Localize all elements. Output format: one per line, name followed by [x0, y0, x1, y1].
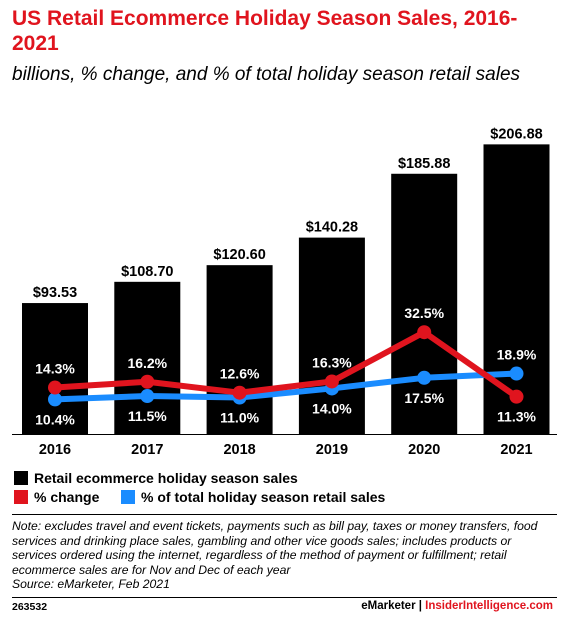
legend-label-change: % change	[34, 489, 100, 505]
share-label-2018: 11.0%	[220, 410, 259, 426]
brand-emarketer: eMarketer	[361, 600, 416, 612]
bar-2017	[114, 281, 181, 434]
chart-title: US Retail Ecommerce Holiday Season Sales…	[12, 7, 518, 55]
x-tick-label-2020: 2020	[408, 442, 440, 458]
change-label-2020: 32.5%	[404, 305, 444, 321]
bar-2020	[391, 173, 458, 434]
share-label-2017: 11.5%	[128, 408, 167, 424]
bar-2018	[206, 265, 273, 434]
legend-swatch-sales	[14, 471, 28, 485]
change-point-2020	[417, 325, 432, 340]
change-label-2018: 12.6%	[220, 366, 260, 382]
bar-label-2019: $140.28	[306, 220, 358, 236]
legend-item-share: % of total holiday season retail sales	[121, 489, 385, 505]
bar-label-2016: $93.53	[33, 285, 77, 301]
change-label-2017: 16.2%	[127, 355, 167, 371]
bar-label-2020: $185.88	[398, 156, 450, 172]
legend-item-sales: Retail ecommerce holiday season sales	[14, 470, 298, 486]
legend-swatch-share	[121, 490, 135, 504]
share-point-2017	[140, 389, 155, 404]
legend-label-share: % of total holiday season retail sales	[141, 489, 386, 505]
divider-bottom	[12, 597, 557, 598]
change-label-2019: 16.3%	[312, 354, 352, 370]
note-text: Note: excludes travel and event tickets,…	[12, 519, 538, 577]
x-tick-label-2018: 2018	[223, 442, 255, 458]
share-point-2021	[509, 366, 524, 381]
change-point-2021	[509, 389, 524, 404]
x-tick-label-2019: 2019	[316, 442, 348, 458]
bar-label-2017: $108.70	[121, 264, 173, 280]
change-label-2016: 14.3%	[35, 361, 75, 377]
chart-subtitle: billions, % change, and % of total holid…	[12, 64, 521, 85]
legend-item-change: % change	[14, 489, 99, 505]
share-label-2016: 10.4%	[35, 411, 75, 427]
change-point-2018	[232, 385, 247, 400]
legend-swatch-change	[14, 490, 28, 504]
bar-label-2021: $206.88	[490, 126, 542, 142]
share-label-2021: 18.9%	[497, 347, 537, 363]
source-text: Source: eMarketer, Feb 2021	[12, 577, 170, 592]
change-point-2017	[140, 374, 155, 389]
change-point-2019	[324, 374, 339, 389]
bar-2021	[483, 144, 550, 435]
x-tick-label-2017: 2017	[131, 442, 163, 458]
share-line	[52, 370, 520, 403]
change-line	[52, 329, 520, 400]
legend-label-sales: Retail ecommerce holiday season sales	[34, 470, 298, 486]
share-point-2016	[48, 392, 62, 407]
footer-brand: eMarketer | InsiderIntelligence.com	[361, 600, 553, 612]
chart-canvas: $93.53 $108.70 $120.60 $140.28 $185.88 $206.8…	[12, 126, 557, 458]
brand-separator: |	[415, 600, 426, 612]
bar-2016	[22, 303, 88, 434]
change-label-2021: 11.3%	[497, 409, 536, 425]
note: Note: excludes travel and event tickets,…	[12, 519, 557, 592]
x-tick-label-2016: 2016	[39, 442, 71, 458]
change-point-2016	[48, 380, 62, 395]
share-label-2019: 14.0%	[312, 400, 352, 416]
share-point-2020	[417, 370, 432, 385]
bar-2019	[298, 237, 365, 434]
share-label-2020: 17.5%	[404, 390, 444, 406]
divider-top	[12, 514, 557, 515]
chart-id: 263532	[12, 601, 48, 613]
bar-label-2018: $120.60	[213, 247, 265, 263]
x-tick-label-2021: 2021	[500, 442, 532, 458]
brand-insider: InsiderIntelligence.com	[425, 600, 553, 612]
